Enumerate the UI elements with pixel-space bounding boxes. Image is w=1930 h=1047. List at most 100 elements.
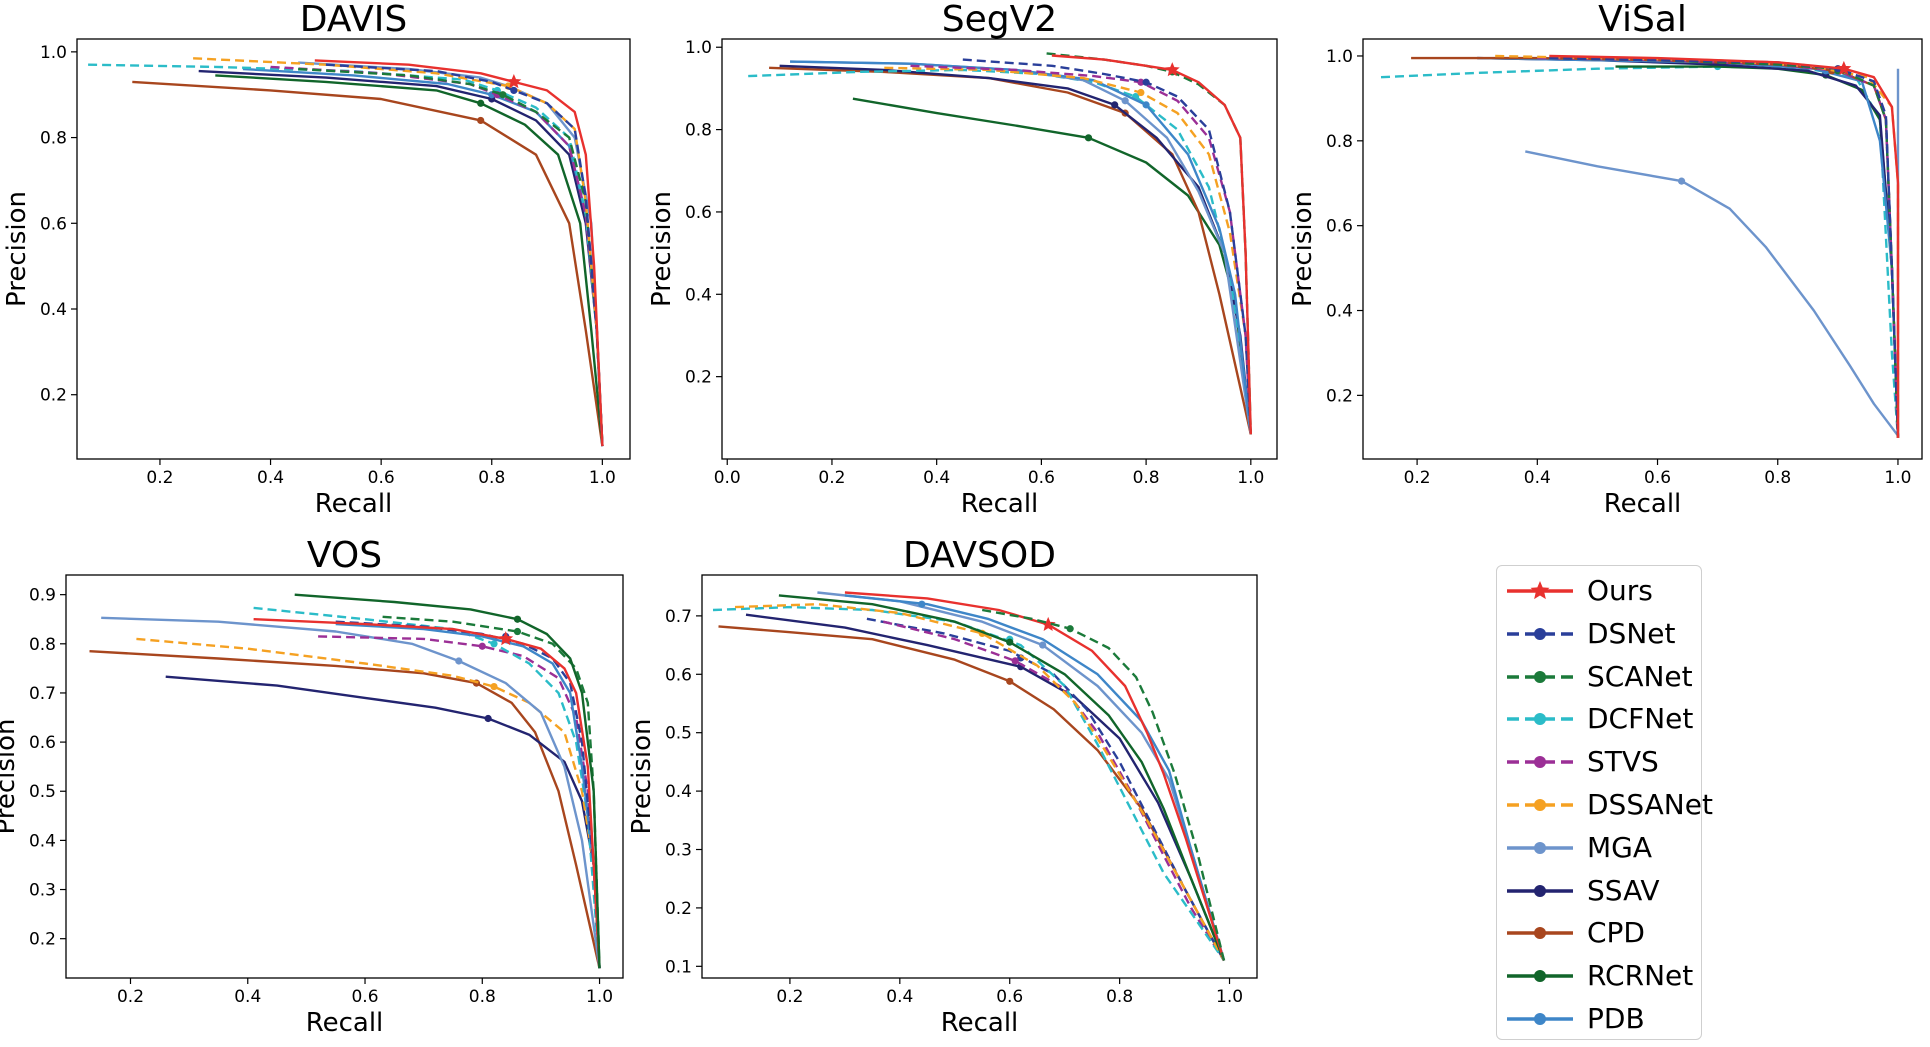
y-tick-label: 0.7	[665, 607, 692, 627]
x-axis-label: Recall	[315, 489, 393, 519]
series-group	[748, 52, 1252, 435]
y-axis-label: Precision	[0, 718, 21, 834]
series-ssav-line	[779, 64, 1252, 435]
y-tick-label: 0.4	[1326, 302, 1353, 322]
legend-label: SSAV	[1587, 873, 1660, 907]
plot-frame	[701, 574, 1258, 979]
series-ours-marker	[1164, 62, 1180, 77]
series-dsnet-line	[962, 58, 1252, 435]
series-cpd-marker	[1006, 677, 1014, 685]
x-axis-label: Recall	[941, 1008, 1019, 1038]
x-tick-label: 0.4	[1524, 468, 1551, 488]
y-tick-label: 1.0	[1326, 47, 1353, 67]
series-rcrnet-line	[294, 593, 601, 969]
series-group	[88, 57, 604, 447]
series-stvs-marker	[478, 642, 486, 650]
series-dcfnet-line	[712, 605, 1225, 962]
series-scanet-line	[1549, 56, 1900, 438]
x-tick-label: 0.6	[1644, 468, 1671, 488]
x-tick-label: 0.4	[923, 468, 950, 488]
legend-label: RCRNet	[1587, 959, 1694, 993]
series-rcrnet-marker	[1084, 134, 1093, 142]
series-rcrnet-line	[1615, 65, 1900, 438]
series-dsnet-line	[1549, 56, 1900, 438]
series-pdb-marker	[918, 600, 926, 608]
y-tick-label: 0.2	[29, 930, 56, 950]
series-stvs-marker	[1137, 78, 1145, 86]
y-tick-label: 0.8	[685, 121, 712, 141]
legend-swatch	[1507, 756, 1573, 769]
series-scanet-marker	[1066, 625, 1074, 633]
series-ours-line	[253, 618, 601, 969]
y-tick-label: 0.2	[1326, 386, 1353, 406]
x-tick-label: 0.4	[234, 987, 261, 1007]
y-axis-label: Precision	[627, 718, 657, 834]
legend-item-ssav: SSAV	[1497, 872, 1701, 912]
series-dssanet-marker	[490, 682, 498, 691]
series-mga-marker	[1121, 97, 1129, 105]
x-tick-label: 0.2	[818, 468, 845, 488]
legend-label: PDB	[1587, 1002, 1645, 1035]
series-mga-line	[1525, 68, 1900, 437]
series-dsnet-marker	[510, 86, 518, 95]
x-tick-label: 1.0	[586, 987, 613, 1007]
legend-marker-dot	[1534, 1013, 1546, 1025]
x-tick-label: 0.6	[1028, 468, 1055, 488]
chart-davis: 0.2 0.4 0.6 0.8 1.0 0.2 0.4 0.6 0.8 1.0 DAVIS Recal…	[2, 0, 631, 519]
legend-swatch	[1507, 799, 1573, 811]
legend-label: STVS	[1587, 745, 1659, 779]
x-tick-label: 0.8	[1106, 987, 1133, 1007]
chart-title: ViSal	[1598, 0, 1687, 40]
legend-marker-dot	[1534, 841, 1546, 854]
plot-frame	[65, 574, 624, 979]
x-tick-label: 0.2	[776, 987, 803, 1007]
legend-swatch	[1507, 1013, 1573, 1025]
chart-visal: 0.2 0.4 0.6 0.8 1.0 0.2 0.4 0.6 0.8 1.0 ViSal Recal…	[1288, 0, 1923, 519]
y-tick-label: 0.7	[29, 684, 56, 704]
series-group	[89, 593, 601, 969]
y-tick-label: 1.0	[685, 38, 712, 58]
legend-label: SCANet	[1587, 659, 1693, 693]
series-ssav-line	[165, 675, 601, 969]
legend-label: DCFNet	[1587, 702, 1694, 736]
series-ours-marker	[506, 74, 522, 89]
series-pdb-line	[1477, 56, 1900, 438]
series-stvs-marker	[1011, 657, 1019, 665]
x-tick-label: 0.8	[1133, 468, 1160, 488]
legend-label: DSNet	[1587, 616, 1676, 650]
series-dsnet-marker	[1142, 78, 1150, 86]
legend-item-ours: Ours	[1497, 572, 1701, 612]
legend-marker-dot	[1534, 799, 1546, 811]
legend-swatch	[1507, 627, 1573, 640]
x-tick-label: 0.6	[368, 468, 395, 488]
y-tick-label: 0.6	[1326, 217, 1353, 237]
series-stvs-line	[1537, 56, 1900, 438]
y-tick-label: 0.8	[29, 635, 56, 655]
y-tick-label: 0.5	[29, 782, 56, 802]
series-mga-marker	[455, 657, 463, 665]
legend-label: CPD	[1587, 916, 1645, 950]
y-tick-label: 0.1	[665, 957, 692, 977]
chart-title: SegV2	[942, 0, 1057, 40]
series-ssav-line	[1477, 56, 1900, 438]
y-tick-label: 0.3	[29, 881, 56, 901]
series-dsnet-line	[335, 620, 601, 969]
y-tick-label: 0.4	[685, 285, 712, 305]
x-axis-label: Recall	[306, 1008, 384, 1038]
series-dcfnet-line	[88, 63, 604, 447]
series-mga-marker	[1039, 641, 1047, 649]
x-tick-label: 0.8	[478, 468, 505, 488]
series-cpd-line	[769, 66, 1252, 435]
legend-item-dssanet: DSSANet	[1497, 786, 1713, 826]
series-dssanet-marker	[1137, 88, 1145, 97]
series-dssanet-line	[136, 637, 601, 969]
x-tick-label: 0.8	[469, 987, 496, 1007]
chart-vos: 0.2 0.4 0.6 0.8 1.0 0.2 0.3 0.4 0.5 0.6 0.7 0.8 0.9 V…	[0, 535, 624, 1038]
x-axis-label: Recall	[1604, 489, 1682, 519]
series-mga-line	[101, 616, 601, 969]
series-ssav-marker	[484, 714, 492, 723]
series-group	[712, 591, 1226, 962]
legend-item-dcfnet: DCFNet	[1497, 700, 1701, 740]
series-scanet-marker	[513, 627, 522, 636]
